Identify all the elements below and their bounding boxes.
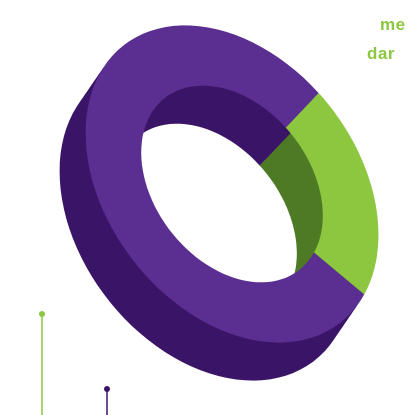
clipped-label-2: me	[380, 15, 406, 34]
leader-lines	[39, 311, 110, 415]
leader-dot-1	[39, 311, 45, 317]
leader-dot-2	[104, 386, 110, 392]
ring-top-layer	[85, 25, 379, 343]
slice-1	[285, 93, 379, 295]
slice-2	[85, 25, 365, 343]
clipped-label-3: dar	[367, 44, 395, 63]
